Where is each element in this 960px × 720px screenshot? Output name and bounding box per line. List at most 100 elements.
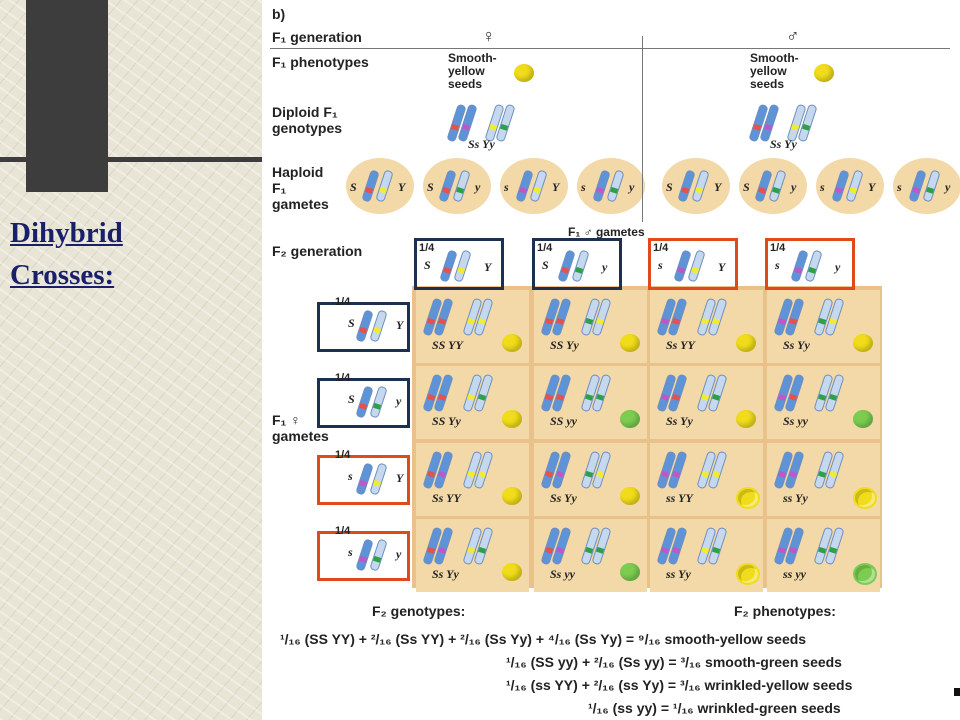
allele-band bbox=[478, 317, 487, 325]
allele-band bbox=[575, 266, 584, 274]
allele-band bbox=[467, 317, 476, 325]
f2-genotypes-label: F₂ genotypes: bbox=[372, 603, 466, 619]
gamete-fraction: 1/4 bbox=[537, 242, 553, 254]
allele-band bbox=[661, 317, 670, 325]
allele-band bbox=[442, 186, 451, 194]
seed-icon bbox=[736, 410, 756, 428]
allele-band bbox=[556, 546, 565, 554]
seed-icon bbox=[620, 410, 640, 428]
allele-band bbox=[794, 266, 803, 274]
allele-band bbox=[359, 555, 368, 563]
gamete-allele-left: s bbox=[504, 180, 509, 194]
gamete-fraction: 1/4 bbox=[335, 449, 351, 461]
allele-band bbox=[661, 393, 670, 401]
cell-genotype: Ss Yy bbox=[666, 414, 693, 428]
allele-band bbox=[672, 393, 681, 401]
allele-band bbox=[585, 546, 594, 554]
allele-band bbox=[467, 546, 476, 554]
figure-label: b) bbox=[272, 6, 286, 22]
allele-band bbox=[789, 470, 798, 478]
cell-genotype: Ss yy bbox=[783, 414, 808, 428]
gamete-allele-right: y bbox=[396, 547, 402, 561]
gamete-fraction: 1/4 bbox=[653, 242, 669, 254]
allele-band bbox=[701, 317, 710, 325]
allele-band bbox=[596, 393, 605, 401]
f1-male-gametes-label: F₁ ♂ gametes bbox=[568, 225, 645, 239]
gamete-allele-right: Y bbox=[868, 180, 876, 194]
allele-band bbox=[427, 470, 436, 478]
female-gamete-box bbox=[317, 531, 410, 581]
allele-band bbox=[778, 470, 787, 478]
cell-genotype: Ss Yy bbox=[550, 491, 577, 505]
female-gamete-box bbox=[317, 455, 410, 505]
allele-band bbox=[561, 266, 570, 274]
gamete-fraction: 1/4 bbox=[335, 296, 351, 308]
allele-band bbox=[427, 317, 436, 325]
allele-band bbox=[829, 393, 838, 401]
gamete-allele-right: y bbox=[629, 180, 635, 194]
seed-icon bbox=[853, 410, 873, 428]
gamete-allele-right: y bbox=[602, 260, 608, 274]
slide-edge-mark bbox=[954, 688, 960, 696]
allele-band bbox=[500, 123, 509, 131]
allele-band bbox=[712, 393, 721, 401]
allele-band bbox=[802, 123, 811, 131]
allele-band bbox=[556, 470, 565, 478]
male-diploid-genotype: Ss Yy bbox=[770, 137, 797, 151]
allele-band bbox=[451, 123, 460, 131]
allele-band bbox=[489, 123, 498, 131]
allele-band bbox=[373, 555, 382, 563]
allele-band bbox=[373, 402, 382, 410]
allele-band bbox=[712, 546, 721, 554]
gamete-allele-left: S bbox=[348, 316, 355, 330]
slide-title-line-2: Crosses: bbox=[10, 259, 115, 291]
gamete-allele-left: s bbox=[581, 180, 586, 194]
female-phenotype-text: Smooth-yellow seeds bbox=[448, 51, 497, 91]
gamete-allele-left: s bbox=[348, 469, 353, 483]
allele-band bbox=[681, 186, 690, 194]
gamete-allele-right: y bbox=[835, 260, 841, 274]
gamete-allele-left: S bbox=[348, 392, 355, 406]
allele-band bbox=[533, 186, 542, 194]
gamete-allele-right: Y bbox=[552, 180, 560, 194]
allele-band bbox=[545, 470, 554, 478]
allele-band bbox=[829, 546, 838, 554]
allele-band bbox=[672, 470, 681, 478]
female-symbol: ♀ bbox=[482, 26, 496, 46]
female-gamete-box bbox=[317, 302, 410, 352]
allele-band bbox=[661, 470, 670, 478]
male-phenotype-text: Smooth-yellow seeds bbox=[750, 51, 799, 91]
seed-icon bbox=[620, 487, 640, 505]
gamete-fraction: 1/4 bbox=[335, 372, 351, 384]
cell-genotype: SS yy bbox=[550, 414, 577, 428]
allele-band bbox=[545, 393, 554, 401]
allele-band bbox=[359, 326, 368, 334]
allele-band bbox=[457, 266, 466, 274]
gamete-allele-left: S bbox=[424, 258, 431, 272]
f1-phenotypes-label: F₁ phenotypes bbox=[272, 54, 369, 70]
seed-icon bbox=[502, 487, 522, 505]
slide-title-line-1: Dihybrid bbox=[10, 217, 123, 249]
allele-band bbox=[701, 470, 710, 478]
cell-genotype: SS Yy bbox=[432, 414, 461, 428]
gamete-allele-left: s bbox=[348, 545, 353, 559]
cell-genotype: SS YY bbox=[432, 338, 463, 352]
allele-band bbox=[778, 317, 787, 325]
gamete-allele-left: S bbox=[350, 180, 357, 194]
male-gamete-box bbox=[532, 238, 622, 290]
gamete-fraction: 1/4 bbox=[770, 242, 786, 254]
allele-band bbox=[438, 317, 447, 325]
allele-band bbox=[926, 186, 935, 194]
allele-band bbox=[818, 470, 827, 478]
seed-icon bbox=[502, 563, 522, 581]
cell-genotype: ss yy bbox=[783, 567, 806, 581]
gamete-allele-right: y bbox=[791, 180, 797, 194]
slide-title: Dihybrid Crosses: bbox=[10, 212, 123, 296]
seed-icon bbox=[736, 334, 756, 352]
formula-smooth-green: ¹/₁₆ (SS yy) + ²/₁₆ (Ss yy) = ³/₁₆ smoot… bbox=[506, 654, 842, 670]
allele-band bbox=[789, 317, 798, 325]
cell-genotype: Ss yy bbox=[550, 567, 575, 581]
allele-band bbox=[695, 186, 704, 194]
gamete-allele-right: Y bbox=[396, 318, 404, 332]
